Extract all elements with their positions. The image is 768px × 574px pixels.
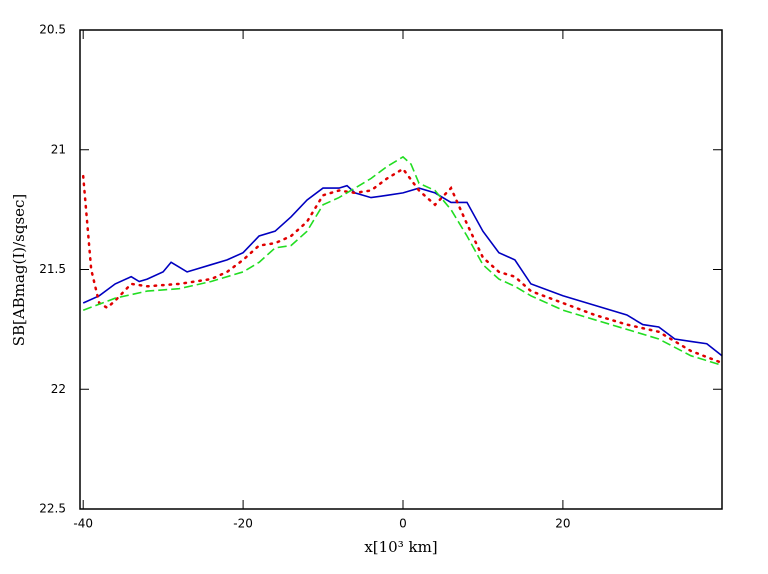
y-axis-label: SB[ABmag(I)/sqsec] <box>10 194 28 347</box>
x-tick-label: 0 <box>399 517 407 531</box>
y-tick-label: 21.5 <box>39 262 66 276</box>
x-tick-label: -20 <box>233 517 253 531</box>
y-tick-label: 22.5 <box>39 502 66 516</box>
x-tick-label: 20 <box>555 517 570 531</box>
plot-frame <box>79 29 723 510</box>
x-tick-label: -40 <box>73 517 93 531</box>
series-line <box>82 155 723 367</box>
x-axis-label: x[10³ km] <box>364 538 437 556</box>
y-tick-label: 22 <box>51 382 66 396</box>
y-tick-label: 21 <box>51 142 66 156</box>
series-line <box>81 167 724 365</box>
series-line <box>82 184 723 357</box>
y-tick-label: 20.5 <box>39 23 66 37</box>
